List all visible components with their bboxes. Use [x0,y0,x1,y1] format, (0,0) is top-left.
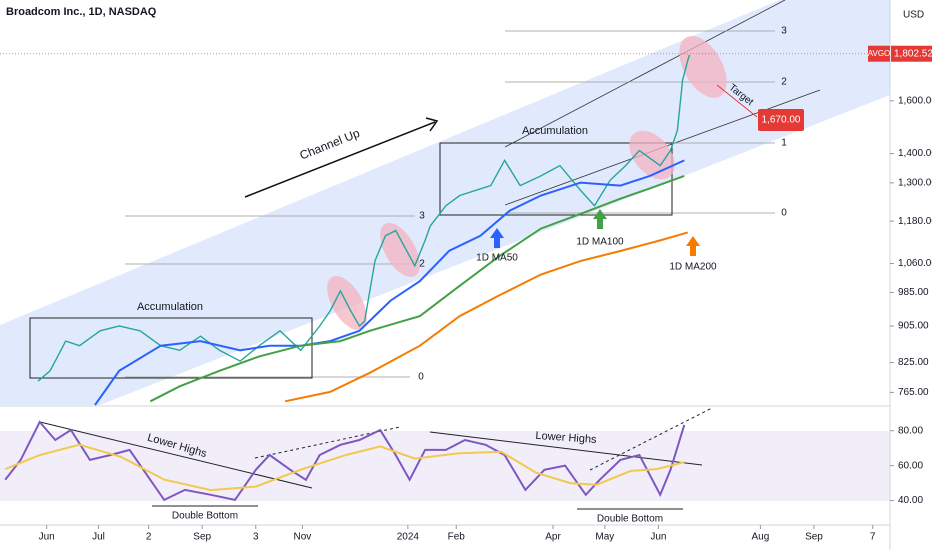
ticker-badge [868,45,890,62]
x-tick-label: May [595,532,614,543]
y-tick-label: 1,300.00 [898,178,932,189]
y-tick-label: 765.00 [898,387,929,398]
arrows [244,84,758,256]
x-tick-label: Jun [39,532,55,543]
accumulation-box [29,317,313,379]
annotation: Lower Highs [535,430,597,446]
y-tick-label: 60.00 [898,460,923,471]
y-tick-label: 825.00 [898,357,929,368]
x-tick-label: Sep [193,532,211,543]
annotation: 1 [781,138,787,149]
x-tick-label: Aug [751,532,769,543]
x-tick-label: 7 [870,532,876,543]
y-tick-label: 905.00 [898,321,929,332]
series-line [284,231,689,403]
annotation: 3 [781,26,787,37]
annotation: Double Bottom [597,514,663,525]
channel-line [504,0,786,148]
x-tick-label: Apr [545,532,561,543]
x-tick-label: 2 [146,532,152,543]
y-tick-label: 1,180.00 [898,216,932,227]
highlight-ellipses [327,36,727,331]
y-tick-label: 1,060.00 [898,258,932,269]
y-tick-label: 80.00 [898,425,923,436]
y-tick-label: 1,600.00 [898,95,932,106]
last-price-label: 1,802.52 [894,48,932,59]
x-tick-label: Jul [92,532,105,543]
annotation: Accumulation [137,301,203,313]
x-tick-label: 3 [253,532,259,543]
annotation: 1D MA200 [669,262,717,273]
chart-title: Broadcom Inc., 1D, NASDAQ [6,6,157,18]
x-tick-label: Jun [650,532,666,543]
rsi-band [0,431,890,501]
target-label: 1,670.00 [762,115,801,126]
annotation: 0 [781,208,787,219]
y-tick-label: 1,400.00 [898,148,932,159]
annotation: Double Bottom [172,511,238,522]
annotation: 2 [419,259,425,270]
annotation: 3 [419,211,425,222]
ticker: AVGO [868,49,891,58]
annotation: 1D MA100 [576,237,624,248]
series-line [94,159,685,406]
series-line [4,443,685,492]
annotation: 0 [418,372,424,383]
last-price-badge [891,45,932,62]
y-tick-label: 985.00 [898,287,929,298]
x-tick-label: 2024 [397,532,420,543]
y-tick-label: 40.00 [898,495,923,506]
target-badge [758,109,804,131]
accumulation-box [439,142,673,216]
currency-label: USD [903,10,924,21]
annotation: Accumulation [522,125,588,137]
annotation: 2 [781,77,787,88]
x-tick-label: Feb [448,532,466,543]
channel-band [0,0,890,405]
series-line [149,174,685,403]
x-tick-label: Nov [294,532,312,543]
rsi-drawings [39,407,713,510]
series-line [37,54,691,382]
x-tick-label: Sep [805,532,823,543]
annotation: 1D MA50 [476,253,518,264]
